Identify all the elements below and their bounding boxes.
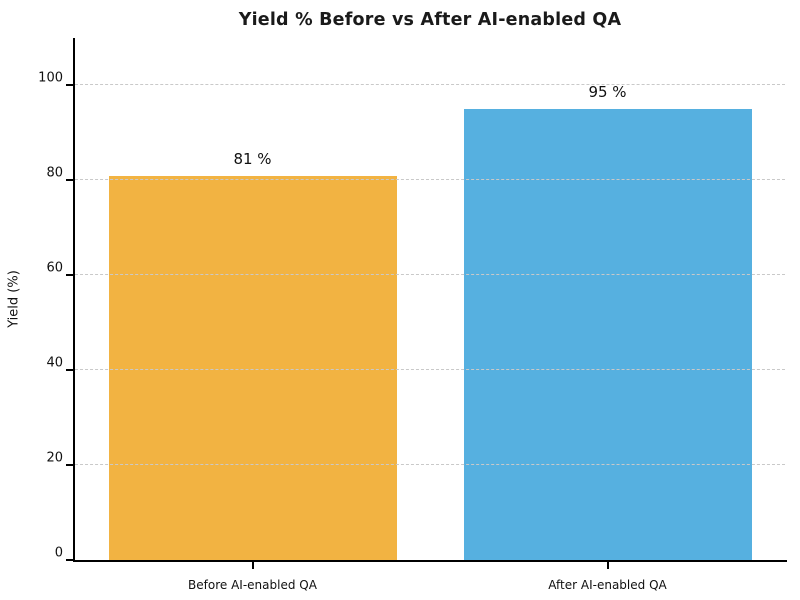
x-tick-label-2: After AI-enabled QA xyxy=(548,578,667,592)
y-tick-label-0: 0 xyxy=(54,545,63,561)
y-tick-mark-60 xyxy=(66,274,73,277)
bar-before-ai-enabled-qa xyxy=(108,175,397,560)
y-tick-mark-40 xyxy=(66,369,73,372)
chart-title: Yield % Before vs After AI-enabled QA xyxy=(238,10,622,30)
y-axis-label: Yield (%) xyxy=(6,270,22,328)
y-tick-mark-20 xyxy=(66,464,73,467)
bar-value-label-2: 95 % xyxy=(588,83,627,102)
y-tick-mark-80 xyxy=(66,179,73,182)
gridline-y-100 xyxy=(75,84,785,86)
plot-area: 81 % 95 % 0 20 40 60 80 100 Before AI-enabled … xyxy=(38,38,787,592)
gridline-y-60 xyxy=(75,274,785,276)
y-axis-spine xyxy=(73,38,75,562)
x-tick-mark-2 xyxy=(606,562,609,569)
y-tick-mark-100 xyxy=(66,84,73,87)
y-tick-label-100: 100 xyxy=(38,70,63,86)
y-tick-label-80: 80 xyxy=(46,165,63,181)
y-tick-label-60: 60 xyxy=(46,260,63,276)
gridline-y-20 xyxy=(75,464,785,466)
gridline-y-80 xyxy=(75,179,785,181)
bar-after-ai-enabled-qa xyxy=(463,109,752,560)
x-tick-label-1: Before AI-enabled QA xyxy=(188,578,317,592)
x-axis-spine xyxy=(73,560,787,562)
y-tick-label-40: 40 xyxy=(46,355,63,371)
gridline-y-40 xyxy=(75,369,785,371)
y-tick-label-20: 20 xyxy=(46,450,63,466)
x-tick-mark-1 xyxy=(251,562,254,569)
bar-value-label-1: 81 % xyxy=(233,149,272,168)
y-tick-mark-0 xyxy=(66,559,73,561)
